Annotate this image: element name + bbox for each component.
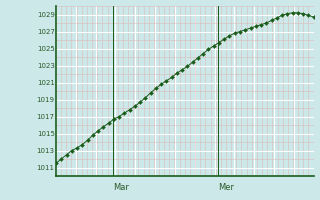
Text: Mar: Mar	[113, 183, 129, 192]
Text: Mer: Mer	[218, 183, 234, 192]
